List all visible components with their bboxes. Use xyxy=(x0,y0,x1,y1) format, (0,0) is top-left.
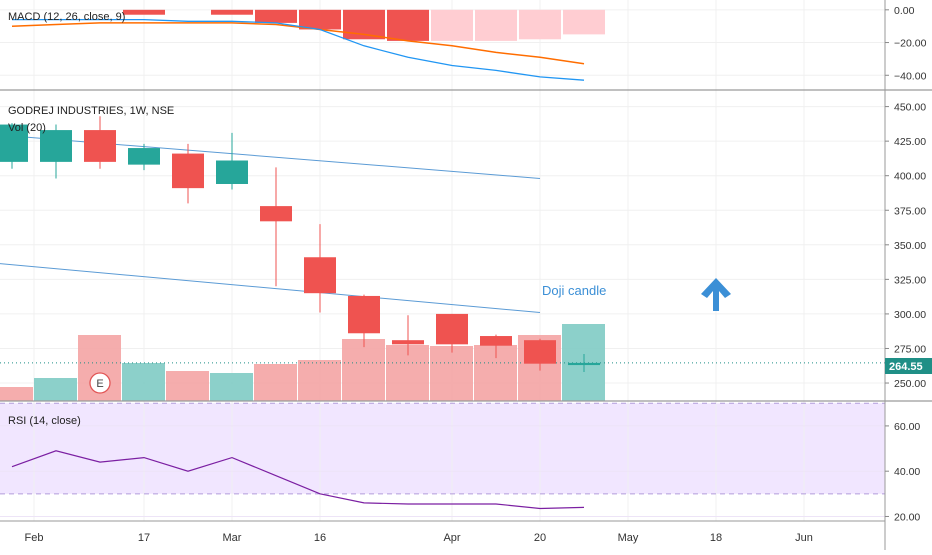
candle-body xyxy=(392,340,424,345)
candle-body xyxy=(436,313,468,345)
candle-body xyxy=(524,340,556,364)
earnings-marker[interactable]: E xyxy=(89,372,111,394)
macd-histogram-bar xyxy=(123,9,165,15)
time-tick-label: 16 xyxy=(314,532,326,544)
time-tick-label: Apr xyxy=(443,532,460,544)
volume-bar xyxy=(210,373,253,401)
candle-body xyxy=(480,336,512,346)
price-tick-label: 400.00 xyxy=(894,171,926,183)
candle-body xyxy=(304,257,336,294)
candles xyxy=(0,116,600,372)
volume-bar xyxy=(254,364,297,401)
time-tick-label: 20 xyxy=(534,532,546,544)
volume-bar xyxy=(0,387,33,401)
macd-histogram-bar xyxy=(211,9,253,15)
trendline xyxy=(0,134,541,179)
macd-histogram-bar xyxy=(255,9,297,23)
candle-body xyxy=(172,153,204,189)
price-tick-label: 325.00 xyxy=(894,274,926,286)
time-tick-label: 17 xyxy=(138,532,150,544)
earnings-marker-label: E xyxy=(96,378,103,390)
candle-body xyxy=(40,130,72,162)
rsi-label[interactable]: RSI (14, close) xyxy=(8,415,81,427)
volume-bar xyxy=(166,371,209,401)
macd-tick-label: −20.00 xyxy=(894,38,927,50)
rsi-tick-label: 60.00 xyxy=(894,421,920,433)
volume-bar xyxy=(34,378,77,401)
grid xyxy=(0,0,885,521)
time-tick-label: Feb xyxy=(25,532,44,544)
price-tick-label: 250.00 xyxy=(894,378,926,390)
earnings-marker-circle xyxy=(89,372,111,394)
macd-histogram-bar xyxy=(475,9,517,41)
volume-bar xyxy=(430,346,473,401)
time-tick-label: May xyxy=(618,532,639,544)
candle-body xyxy=(216,160,248,184)
price-tick-label: 375.00 xyxy=(894,205,926,217)
rsi-line xyxy=(11,450,585,510)
macd-tick-label: −40.00 xyxy=(894,70,927,82)
time-axis[interactable]: Feb 17 Mar 16 Apr 20 May 18 Jun xyxy=(25,532,813,544)
candle-body xyxy=(568,362,600,366)
volume-bar xyxy=(298,360,341,401)
candle-body xyxy=(84,130,116,162)
candle-body xyxy=(128,148,160,165)
doji-annotation[interactable]: Doji candle xyxy=(542,283,606,298)
price-tick-label: 450.00 xyxy=(894,102,926,114)
macd-histogram-bar xyxy=(431,9,473,41)
arrow-up-icon[interactable] xyxy=(701,278,731,311)
rsi-tick-label: 40.00 xyxy=(894,466,920,478)
rsi-tick-label: 20.00 xyxy=(894,511,920,523)
last-price-label: 264.55 xyxy=(889,361,923,373)
volume-bar xyxy=(342,339,385,401)
macd-signal-line xyxy=(11,22,585,65)
volume-label[interactable]: Vol (20) xyxy=(8,122,46,134)
time-tick-label: 18 xyxy=(710,532,722,544)
macd-histogram-bar xyxy=(387,9,429,41)
macd-panel xyxy=(11,9,605,81)
candle-body xyxy=(0,124,28,162)
price-tick-label: 300.00 xyxy=(894,309,926,321)
time-tick-label: Jun xyxy=(795,532,813,544)
volume-bar xyxy=(122,363,165,401)
last-price-badge xyxy=(885,358,932,374)
candle-body xyxy=(260,206,292,222)
price-tick-label: 425.00 xyxy=(894,136,926,148)
price-axis[interactable]: 450.00 425.00 400.00 375.00 350.00 325.00 300.… xyxy=(885,5,927,524)
trendline xyxy=(0,263,541,314)
macd-tick-label: 0.00 xyxy=(894,5,915,17)
macd-histogram-bar xyxy=(299,9,341,30)
macd-histogram-bar xyxy=(519,9,561,40)
volume-bars xyxy=(0,324,605,401)
time-tick-label: Mar xyxy=(223,532,242,544)
rsi-panel xyxy=(11,450,585,510)
macd-label[interactable]: MACD (12, 26, close, 9) xyxy=(8,11,125,23)
rsi-band xyxy=(0,403,885,494)
candle-body xyxy=(348,295,380,334)
trendlines xyxy=(0,134,885,364)
price-tick-label: 275.00 xyxy=(894,343,926,355)
macd-histogram-bar xyxy=(563,9,605,35)
chart-title[interactable]: GODREJ INDUSTRIES, 1W, NSE xyxy=(8,105,174,117)
price-tick-label: 350.00 xyxy=(894,240,926,252)
macd-line xyxy=(12,18,585,81)
